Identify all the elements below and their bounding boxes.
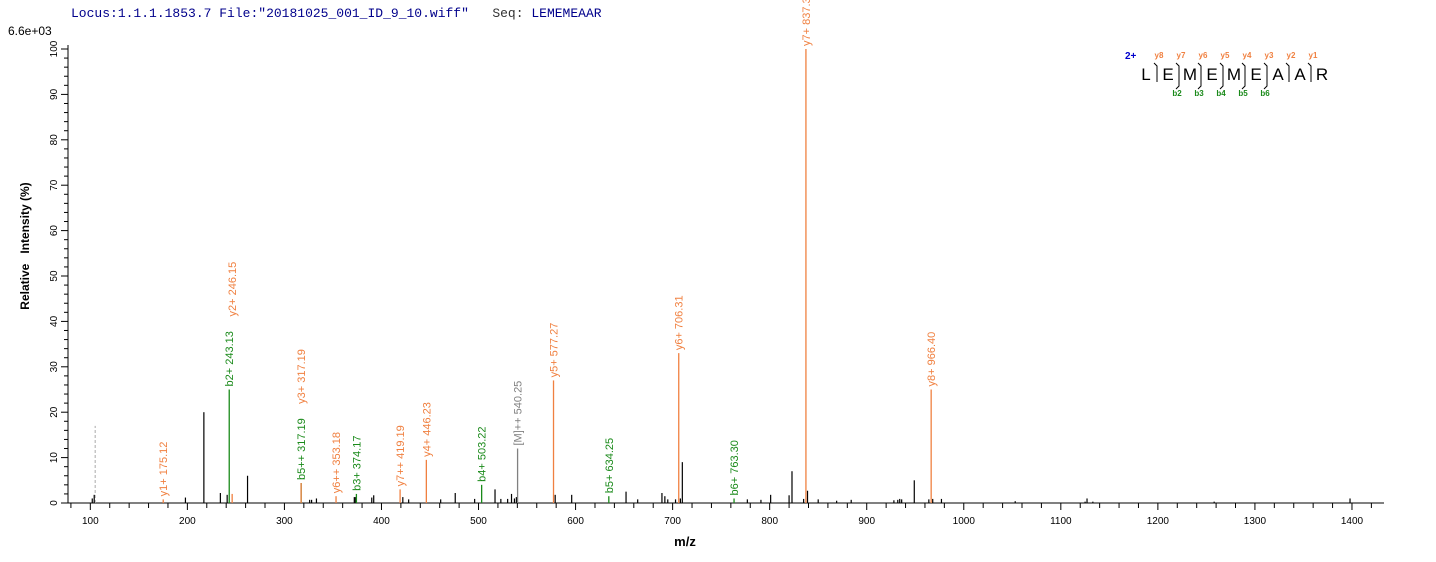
b-cleavage-marker — [1197, 74, 1202, 90]
y-cleavage-marker — [1153, 62, 1158, 82]
y-ion-label: y8 — [1155, 51, 1164, 60]
residue: M — [1183, 65, 1197, 84]
peak-label: b4+ 503.22 — [477, 426, 489, 481]
b-ion-label: b5 — [1238, 89, 1248, 98]
b-cleavage-marker — [1219, 74, 1224, 90]
y-tick-label: 60 — [49, 225, 60, 237]
peak-label: y3+ 317.19 — [296, 349, 308, 404]
b-cleavage-marker — [1175, 74, 1180, 90]
y-ion-label: y3 — [1265, 51, 1274, 60]
peak-label: y6++ 353.18 — [331, 432, 343, 493]
x-tick-label: 400 — [373, 516, 390, 527]
b-cleavage-marker — [1241, 74, 1246, 90]
peak-label: y8+ 966.40 — [926, 332, 938, 387]
peak-labels: y1+ 175.12 b2+ 243.13 y2+ 246.15 b5++ 317.1… — [158, 0, 938, 496]
file-label: File: — [219, 6, 259, 21]
y-ion-label: y1 — [1309, 51, 1318, 60]
y-cleavage-marker — [1307, 62, 1312, 82]
residue: A — [1294, 65, 1306, 84]
b-ion-label: b6 — [1260, 89, 1270, 98]
residue: L — [1141, 65, 1150, 84]
y-tick-label: 20 — [49, 406, 60, 418]
y-tick-label: 80 — [49, 134, 60, 146]
peak-label: y4+ 446.23 — [421, 402, 433, 457]
charge-label: 2+ — [1125, 51, 1137, 62]
residue: M — [1227, 65, 1241, 84]
peaks — [91, 49, 1351, 503]
peak-label: b5+ 634.25 — [604, 438, 616, 493]
x-tick-label: 1200 — [1147, 516, 1170, 527]
y-tick-label: 40 — [49, 315, 60, 327]
peak-label: y2+ 246.15 — [227, 262, 239, 317]
file-value: "20181025_001_ID_9_10.wiff" — [258, 6, 469, 21]
x-tick-label: 500 — [470, 516, 487, 527]
b-cleavage-marker — [1263, 74, 1268, 90]
x-tick-label: 800 — [761, 516, 778, 527]
peak-label: y5+ 577.27 — [549, 323, 561, 378]
y-ion-label: y4 — [1243, 51, 1252, 60]
peak-label: y7++ 419.19 — [395, 425, 407, 486]
y-tick-label: 10 — [49, 452, 60, 464]
x-tick-label: 1100 — [1050, 516, 1072, 527]
locus-value: 1.1.1.1853.7 — [117, 6, 212, 21]
residue: E — [1250, 65, 1261, 84]
b-ion-label: b2 — [1172, 89, 1182, 98]
peak-label: y1+ 175.12 — [158, 442, 170, 497]
y-ion-label: y7 — [1177, 51, 1186, 60]
residue: R — [1316, 65, 1328, 84]
b-ion-label: b4 — [1216, 89, 1226, 98]
x-tick-label: 100 — [82, 516, 99, 527]
x-tick-label: 1000 — [953, 516, 976, 527]
seq-value: LEMEMEAAR — [531, 6, 602, 21]
peak-label: b6+ 763.30 — [729, 440, 741, 495]
locus-label: Locus: — [71, 6, 118, 21]
x-tick-label: 1400 — [1341, 516, 1364, 527]
y-tick-label: 70 — [49, 179, 60, 191]
x-axis-label: m/z — [674, 534, 696, 549]
y-ion-label: y5 — [1221, 51, 1230, 60]
x-tick-label: 1300 — [1244, 516, 1267, 527]
peak-label: y7+ 837.36 — [801, 0, 813, 46]
x-tick-label: 900 — [858, 516, 875, 527]
x-tick-label: 700 — [664, 516, 681, 527]
x-tick-label: 300 — [276, 516, 293, 527]
peak-label: b2+ 243.13 — [224, 331, 236, 386]
y-tick-label: 100 — [49, 40, 60, 57]
peak-label: b5++ 317.19 — [296, 418, 308, 480]
y-ion-label: y6 — [1199, 51, 1208, 60]
x-tick-label: 200 — [179, 516, 196, 527]
y-tick-label: 90 — [49, 88, 60, 100]
y-tick-label: 0 — [49, 500, 60, 506]
y-tick-label: 50 — [49, 270, 60, 282]
y-cleavage-marker — [1285, 62, 1290, 82]
spectrum-header: Locus:1.1.1.1853.7 File:"20181025_001_ID… — [71, 6, 602, 21]
peak-label: b3+ 374.17 — [351, 436, 363, 491]
residue: E — [1206, 65, 1217, 84]
y-axis-label: Relative Intensity (%) — [18, 182, 32, 309]
intensity-scale-label: 6.6e+03 — [8, 24, 52, 38]
peak-label: y6+ 706.31 — [674, 295, 686, 350]
residue: E — [1162, 65, 1173, 84]
b-ion-label: b3 — [1194, 89, 1204, 98]
residue: A — [1272, 65, 1284, 84]
seq-label: Seq: — [492, 6, 524, 21]
y-tick-label: 30 — [49, 361, 60, 373]
peak-label: [M]++ 540.25 — [513, 381, 525, 446]
y-ion-label: y2 — [1287, 51, 1296, 60]
axes: 100 200 300 400 500 600 700 800 900 1000 1100 1200 1… — [49, 40, 1384, 527]
x-tick-label: 600 — [567, 516, 584, 527]
